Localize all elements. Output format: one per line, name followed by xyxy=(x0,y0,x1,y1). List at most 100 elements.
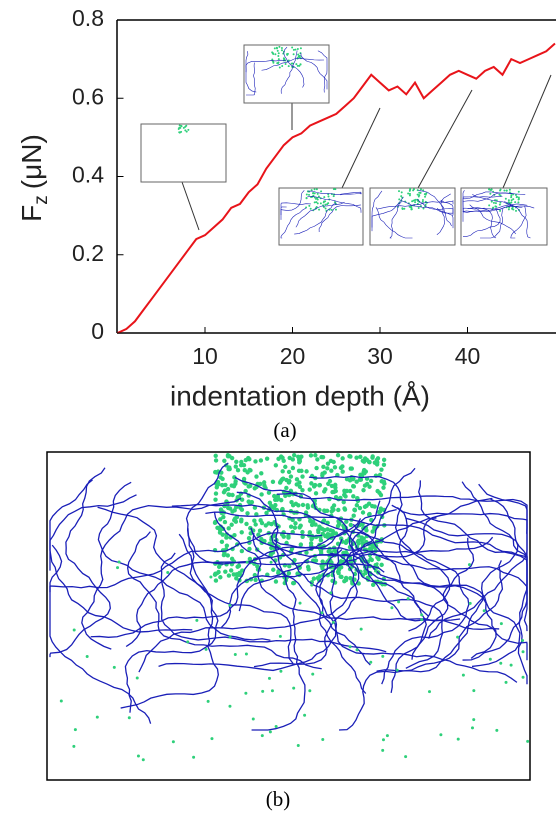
atom xyxy=(355,539,361,544)
atom xyxy=(220,476,225,482)
atom xyxy=(425,192,428,195)
dislocation-line xyxy=(238,497,493,612)
atom xyxy=(228,704,232,708)
atom xyxy=(358,472,363,477)
atom xyxy=(254,512,259,517)
atom xyxy=(239,517,244,522)
atom xyxy=(253,459,258,464)
atom xyxy=(300,502,306,508)
atom xyxy=(215,479,221,485)
atom xyxy=(348,645,352,649)
atom xyxy=(253,577,258,583)
atom xyxy=(236,563,242,568)
dislocation-image xyxy=(49,452,530,762)
atom xyxy=(278,634,282,638)
atom xyxy=(347,488,353,494)
atom xyxy=(305,505,311,510)
atom xyxy=(338,465,344,471)
atom xyxy=(225,454,231,459)
atom xyxy=(257,528,263,533)
atom xyxy=(427,690,431,694)
dislocation-line xyxy=(436,193,451,235)
atom xyxy=(212,520,218,526)
atom xyxy=(127,716,131,720)
atom xyxy=(239,459,244,465)
atom xyxy=(221,514,226,520)
atom xyxy=(244,521,249,527)
dislocation-line xyxy=(300,52,328,90)
atom xyxy=(332,195,335,198)
atom xyxy=(182,126,185,129)
atom xyxy=(300,487,305,493)
atom xyxy=(314,197,317,200)
atom xyxy=(378,492,384,498)
dislocation-line xyxy=(436,208,454,229)
atom xyxy=(422,189,425,192)
inset-image xyxy=(280,188,362,239)
atom xyxy=(281,64,284,67)
atom xyxy=(233,653,237,657)
atom xyxy=(349,466,354,471)
dislocation-line xyxy=(253,517,437,668)
dislocation-line xyxy=(427,483,528,639)
atom xyxy=(296,743,300,747)
atom xyxy=(344,519,349,524)
atom xyxy=(379,467,384,472)
y-tick-label: 0.6 xyxy=(72,83,104,109)
atom xyxy=(362,456,368,461)
atom xyxy=(303,713,307,717)
atom xyxy=(330,528,336,534)
atom xyxy=(290,529,295,535)
atom xyxy=(222,503,227,509)
atom xyxy=(335,523,341,529)
atom xyxy=(220,482,225,488)
atom xyxy=(355,648,359,652)
dislocation-line xyxy=(376,498,519,673)
atom xyxy=(472,718,476,722)
y-label-symbol: F xyxy=(16,205,47,222)
atom xyxy=(72,628,76,632)
atom xyxy=(419,191,422,194)
atom xyxy=(277,55,280,58)
atom xyxy=(290,580,296,586)
atom xyxy=(59,699,63,703)
atom xyxy=(390,606,394,610)
atom xyxy=(225,553,231,558)
atom xyxy=(331,503,337,508)
atom xyxy=(323,200,326,203)
inset xyxy=(278,187,364,246)
inset-pointer xyxy=(181,181,200,231)
atom xyxy=(347,454,352,459)
atom xyxy=(247,546,252,552)
atom xyxy=(266,521,271,526)
dislocation-line xyxy=(270,525,444,669)
atom xyxy=(311,576,317,581)
atom xyxy=(274,53,277,56)
atom xyxy=(280,49,283,52)
atom xyxy=(267,676,271,680)
dislocation-line xyxy=(308,475,451,632)
atom xyxy=(360,510,366,515)
dislocation-line xyxy=(49,467,111,658)
atom xyxy=(222,458,227,463)
dislocation-line xyxy=(418,190,452,227)
atom xyxy=(298,523,303,528)
dislocation-line xyxy=(462,196,503,213)
atom xyxy=(514,193,517,196)
atom xyxy=(258,518,263,523)
atom xyxy=(335,452,341,458)
atom xyxy=(366,459,372,465)
atom xyxy=(245,560,249,564)
atom xyxy=(117,560,121,564)
atom xyxy=(424,195,427,198)
dislocation-line xyxy=(280,207,307,239)
y-tick-label: 0.4 xyxy=(72,162,104,188)
atom xyxy=(269,560,273,564)
atom xyxy=(324,207,327,210)
atom xyxy=(499,188,502,191)
atom xyxy=(297,460,302,465)
atom xyxy=(504,680,508,684)
inset-image xyxy=(371,188,454,239)
